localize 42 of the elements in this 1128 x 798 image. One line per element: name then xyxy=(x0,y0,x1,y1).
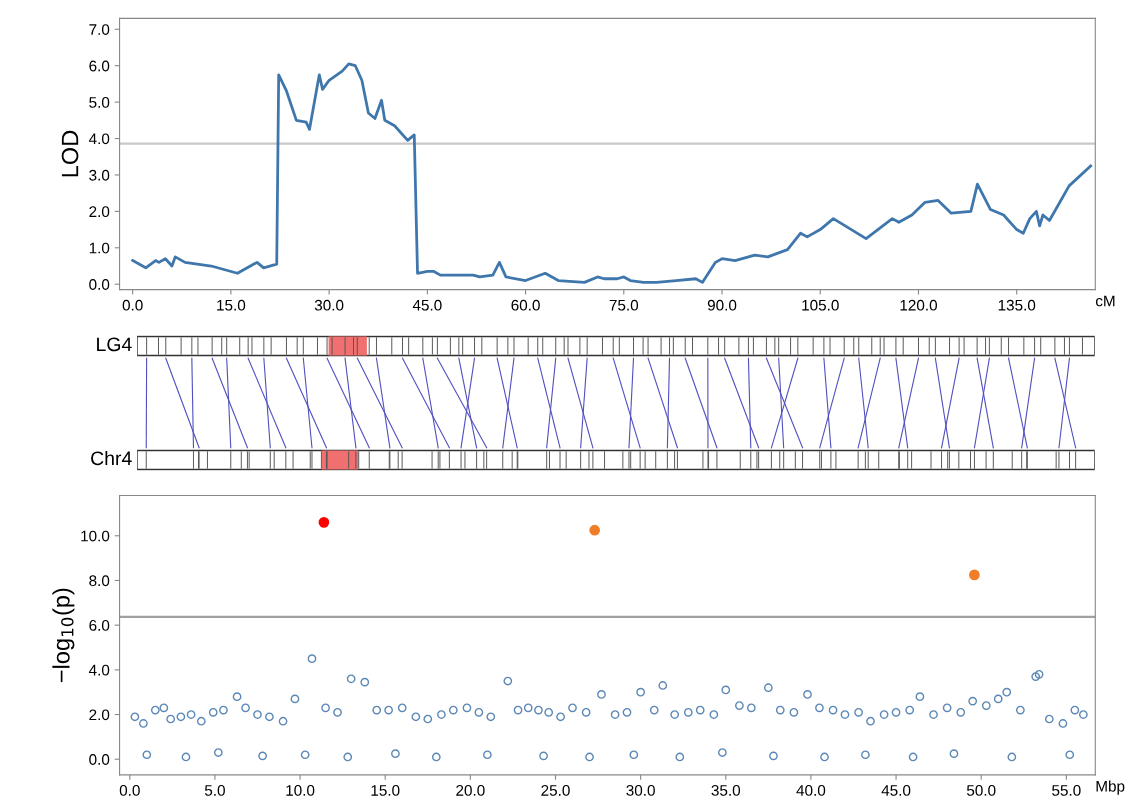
x-tick-label: 135.0 xyxy=(998,299,1036,311)
x-tick-label: 45.0 xyxy=(881,784,911,796)
y-tick-label: 1.0 xyxy=(89,242,110,254)
y-tick-label: 7.0 xyxy=(89,24,110,35)
y-tick-label: 6.0 xyxy=(89,620,110,631)
x-tick-label: 5.0 xyxy=(204,784,225,796)
x-axis-title: Mbp xyxy=(1096,780,1125,795)
x-tick-label: 30.0 xyxy=(314,299,344,311)
y-tick-label: 4.0 xyxy=(88,133,110,145)
y-tick-label: 4.0 xyxy=(88,664,110,676)
x-tick-label: 0.0 xyxy=(119,784,140,796)
y-tick-label: 6.0 xyxy=(89,60,110,72)
x-tick-label: 15.0 xyxy=(217,299,246,311)
x-tick-label: 30.0 xyxy=(626,784,655,796)
x-tick-label: 45.0 xyxy=(412,299,442,311)
x-axis-title: cM xyxy=(1095,295,1115,307)
x-tick-label: 75.0 xyxy=(609,299,639,311)
y-axis-title: LOD xyxy=(61,130,79,177)
text: LG4 xyxy=(97,337,132,352)
x-tick-label: 120.0 xyxy=(900,299,937,311)
y-tick-label: 0.0 xyxy=(89,279,110,290)
text: Chr4 xyxy=(91,450,132,466)
x-tick-label: 55.0 xyxy=(1052,784,1081,796)
y-axis-title: −log$_{10}$(p) xyxy=(52,588,75,683)
y-tick-label: 0.0 xyxy=(89,754,110,765)
x-tick-label: 15.0 xyxy=(371,784,400,796)
y-tick-label: 8.0 xyxy=(89,575,110,587)
x-tick-label: 0.0 xyxy=(122,299,143,311)
y-tick-label: 5.0 xyxy=(89,96,110,108)
y-tick-label: 10.0 xyxy=(81,530,110,542)
x-tick-label: 105.0 xyxy=(802,299,839,311)
x-tick-label: 90.0 xyxy=(707,299,737,311)
x-tick-label: 35.0 xyxy=(711,784,741,796)
x-tick-label: 10.0 xyxy=(286,784,315,796)
x-tick-label: 40.0 xyxy=(796,784,826,796)
x-tick-label: 60.0 xyxy=(511,299,540,311)
x-tick-label: 20.0 xyxy=(456,784,485,796)
x-tick-label: 25.0 xyxy=(541,784,570,796)
x-tick-label: 50.0 xyxy=(966,784,996,796)
y-tick-label: 3.0 xyxy=(89,169,110,181)
y-tick-label: 2.0 xyxy=(89,709,110,721)
y-tick-label: 2.0 xyxy=(89,206,110,218)
